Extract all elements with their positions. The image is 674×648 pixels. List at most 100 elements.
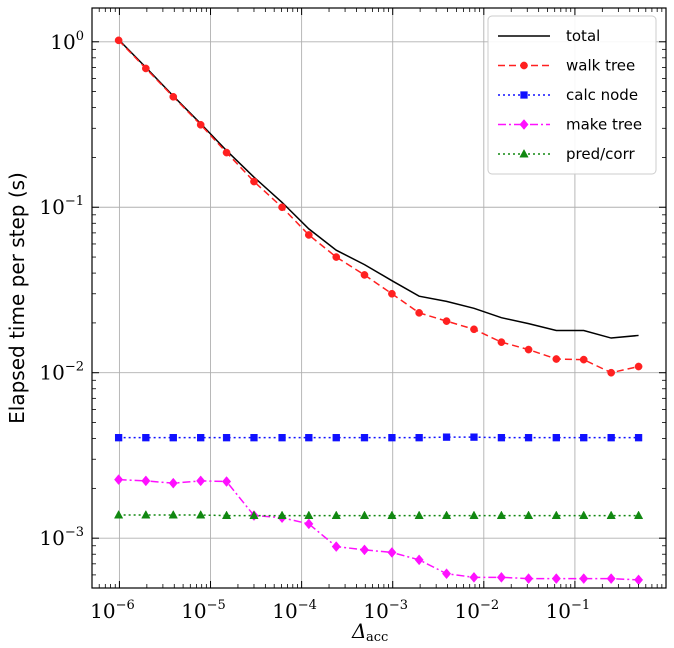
series-total <box>118 39 639 339</box>
data-point-walk-tree <box>222 148 231 157</box>
legend-item-pred-corr: pred/corr <box>498 145 635 163</box>
legend-item-walk-tree: walk tree <box>498 57 635 75</box>
data-point-walk-tree <box>114 36 123 45</box>
data-point-walk-tree <box>442 317 451 325</box>
series-make-tree <box>114 474 644 586</box>
data-point-calc-node <box>552 434 560 442</box>
data-point-walk-tree <box>169 92 178 101</box>
legend-label-walk-tree: walk tree <box>566 57 635 75</box>
data-point-calc-node <box>415 434 423 442</box>
data-point-calc-node <box>388 434 396 442</box>
data-point-make-tree <box>414 554 424 566</box>
x-tick-label: 10−1 <box>546 598 591 623</box>
data-point-make-tree <box>359 544 370 556</box>
data-point-walk-tree <box>388 289 396 298</box>
data-point-walk-tree <box>497 338 506 347</box>
legend-marker-pred-corr <box>519 148 529 158</box>
data-point-walk-tree <box>634 362 643 371</box>
data-point-walk-tree <box>304 231 313 239</box>
series-walk-tree <box>114 36 643 377</box>
y-tick-base: 10 <box>39 361 64 385</box>
data-point-calc-node <box>634 434 643 442</box>
series-pred-corr <box>114 510 644 520</box>
x-tick-label: 10−5 <box>181 598 226 623</box>
data-point-make-tree <box>579 573 589 584</box>
data-point-walk-tree <box>552 355 561 363</box>
data-point-pred-corr <box>196 510 206 519</box>
data-point-make-tree <box>331 541 341 552</box>
data-point-pred-corr <box>141 510 151 519</box>
data-point-calc-node <box>607 434 615 442</box>
x-tick-exponent: −4 <box>298 598 317 613</box>
y-tick-exponent: 0 <box>76 29 84 44</box>
data-point-pred-corr <box>249 510 259 520</box>
data-point-pred-corr <box>414 510 424 520</box>
data-point-make-tree <box>222 476 232 487</box>
x-axis-label: Δ acc <box>351 619 388 645</box>
x-tick-exponent: −2 <box>480 598 499 613</box>
data-point-calc-node <box>197 434 205 442</box>
x-tick-base: 10 <box>272 599 297 623</box>
data-point-walk-tree <box>579 355 588 364</box>
y-tick-label: 10−3 <box>39 525 84 550</box>
data-point-pred-corr <box>523 510 534 520</box>
data-point-pred-corr <box>114 510 124 519</box>
legend-box <box>487 15 657 175</box>
y-tick-label: 10−1 <box>39 194 84 219</box>
data-point-pred-corr <box>469 510 479 520</box>
data-point-calc-node <box>442 433 451 441</box>
data-point-pred-corr <box>579 510 589 520</box>
series-line-walk-tree <box>118 39 639 374</box>
data-point-pred-corr <box>633 510 644 520</box>
y-tick-exponent: −2 <box>65 360 84 375</box>
series-calc-node <box>114 433 643 442</box>
data-point-walk-tree <box>607 368 616 377</box>
x-axis-label-main: Δ <box>351 619 366 643</box>
x-tick-exponent: −1 <box>571 598 590 613</box>
series-line-calc-node <box>118 436 639 439</box>
data-point-pred-corr <box>441 510 452 520</box>
legend-label-total: total <box>566 27 600 45</box>
legend-item-total: total <box>498 27 600 45</box>
data-point-walk-tree <box>524 345 533 354</box>
data-point-calc-node <box>524 434 533 442</box>
y-tick-exponent: −1 <box>65 194 84 209</box>
data-point-make-tree <box>196 475 206 487</box>
y-tick-exponent: −3 <box>65 525 84 540</box>
y-tick-base: 10 <box>50 30 75 54</box>
data-point-walk-tree <box>470 325 478 334</box>
legend-label-make-tree: make tree <box>566 116 642 134</box>
data-point-make-tree <box>304 518 314 530</box>
data-point-calc-node <box>169 434 177 442</box>
legend-marker-walk-tree <box>520 61 528 70</box>
data-point-calc-node <box>114 434 123 442</box>
data-point-calc-node <box>278 434 286 442</box>
x-tick-label: 10−2 <box>454 598 499 623</box>
data-point-walk-tree <box>415 309 423 317</box>
data-point-make-tree <box>606 573 616 584</box>
data-point-pred-corr <box>331 510 341 520</box>
y-axis-label: Elapsed time per step (s) <box>5 172 29 424</box>
x-tick-base: 10 <box>90 599 115 623</box>
data-point-calc-node <box>580 434 588 442</box>
data-point-make-tree <box>387 547 397 558</box>
data-point-walk-tree <box>278 203 286 212</box>
data-point-pred-corr <box>277 510 287 520</box>
x-tick-exponent: −5 <box>207 598 226 613</box>
x-tick-exponent: −6 <box>116 598 135 613</box>
legend-marker-make-tree <box>519 119 529 130</box>
data-point-pred-corr <box>221 510 232 520</box>
x-tick-base: 10 <box>363 599 388 623</box>
y-tick-label: 100 <box>50 29 84 54</box>
data-point-pred-corr <box>496 510 507 520</box>
series-line-pred-corr <box>118 514 639 517</box>
data-point-pred-corr <box>387 510 397 520</box>
data-point-pred-corr <box>606 510 616 520</box>
series-line-total <box>118 39 639 339</box>
y-tick-base: 10 <box>39 526 64 550</box>
data-point-make-tree <box>496 571 506 583</box>
x-tick-exponent: −3 <box>389 598 408 613</box>
legend-item-make-tree: make tree <box>498 116 642 134</box>
legend-item-calc-node: calc node <box>498 86 638 104</box>
